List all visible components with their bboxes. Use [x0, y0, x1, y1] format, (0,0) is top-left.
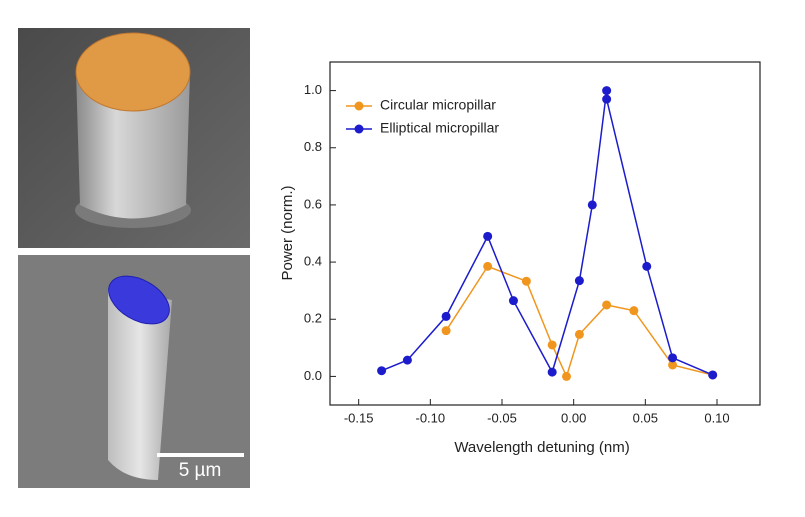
data-point [547, 367, 557, 377]
data-point [377, 366, 387, 376]
legend-label: Elliptical micropillar [380, 120, 499, 136]
data-point [574, 329, 584, 339]
data-point [708, 370, 718, 380]
data-point [508, 296, 518, 306]
data-point [483, 261, 493, 271]
y-tick-label: 0.8 [304, 139, 322, 154]
data-point [587, 200, 597, 210]
data-point [402, 355, 412, 365]
x-tick-label: 0.10 [704, 410, 729, 425]
y-tick-label: 1.0 [304, 82, 322, 97]
x-tick-label: 0.05 [633, 410, 658, 425]
x-tick-label: -0.15 [344, 410, 374, 425]
data-point [668, 360, 678, 370]
sem-image-circular [18, 28, 250, 248]
x-axis-label: Wavelength detuning (nm) [454, 439, 629, 456]
data-point [574, 276, 584, 286]
y-tick-label: 0.4 [304, 254, 322, 269]
data-point [547, 340, 557, 350]
data-point [602, 300, 612, 310]
y-axis-label: Power (norm.) [279, 185, 296, 280]
data-point [521, 276, 531, 286]
x-tick-label: -0.10 [416, 410, 446, 425]
data-point [668, 353, 678, 363]
data-point [441, 311, 451, 321]
legend-marker [354, 101, 364, 111]
data-point [562, 371, 571, 381]
legend-marker [354, 124, 364, 134]
sem-image-elliptical: 5 µm [18, 255, 250, 488]
x-tick-label: 0.00 [561, 410, 586, 425]
scale-bar-label: 5 µm [179, 460, 222, 481]
y-tick-label: 0.6 [304, 196, 322, 211]
x-tick-label: -0.05 [487, 410, 517, 425]
data-point [642, 261, 652, 271]
y-tick-label: 0.2 [304, 311, 322, 326]
data-point [629, 306, 639, 316]
data-point [441, 326, 451, 336]
data-point [483, 231, 493, 241]
data-point [602, 94, 612, 104]
legend-label: Circular micropillar [380, 97, 496, 113]
plot-frame [329, 61, 761, 406]
series-line [445, 265, 713, 379]
data-point [602, 86, 612, 96]
y-tick-label: 0.0 [304, 368, 322, 383]
